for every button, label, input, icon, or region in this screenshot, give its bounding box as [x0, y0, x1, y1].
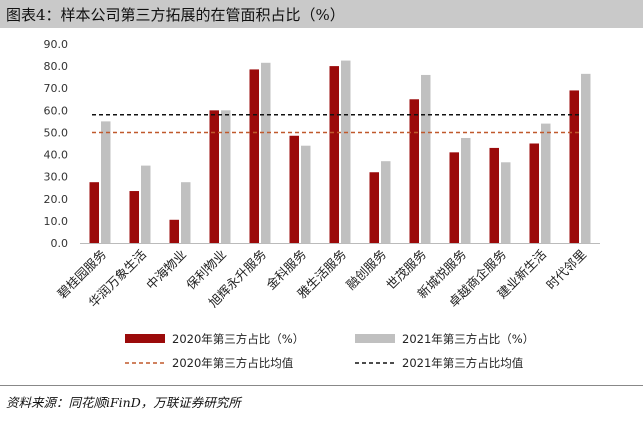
bar-2021	[101, 121, 111, 243]
x-tick-label: 融创服务	[343, 247, 389, 293]
x-tick-label: 中海物业	[143, 247, 189, 293]
legend-label: 2021年第三方占比（%）	[402, 332, 534, 346]
y-tick-label: 90.0	[44, 38, 69, 51]
x-tick-label: 时代邻里	[543, 247, 589, 293]
legend-label: 2021年第三方占比均值	[402, 356, 524, 370]
bar-2020	[169, 219, 179, 243]
bar-2020	[249, 69, 259, 243]
bar-2020	[329, 66, 339, 243]
bar-2020	[209, 110, 219, 243]
y-tick-label: 30.0	[44, 171, 69, 184]
source-note: 资料来源：同花顺iFinD，万联证券研究所	[6, 395, 241, 410]
bar-2020	[449, 152, 459, 243]
y-tick-label: 70.0	[44, 82, 69, 95]
bar-2020	[569, 90, 579, 243]
bar-2021	[341, 60, 351, 244]
bar-2020	[369, 172, 379, 243]
y-tick-label: 20.0	[44, 193, 69, 206]
bar-2021	[421, 74, 431, 243]
bar-2021	[301, 145, 311, 243]
y-tick-label: 60.0	[44, 104, 69, 117]
bar-2021	[381, 161, 391, 243]
legend-label: 2020年第三方占比均值	[172, 356, 294, 370]
y-tick-label: 80.0	[44, 60, 69, 73]
bar-2020	[289, 135, 299, 243]
bar-2021	[501, 162, 511, 243]
divider	[0, 385, 643, 386]
bar-chart: 0.010.020.030.040.050.060.070.080.090.0碧…	[44, 38, 600, 370]
legend-label: 2020年第三方占比（%）	[172, 332, 304, 346]
title-bar: 图表4：样本公司第三方拓展的在管面积占比（%）	[0, 0, 643, 28]
bar-2020	[129, 191, 139, 243]
y-tick-label: 40.0	[44, 149, 69, 162]
legend-swatch-2020	[125, 334, 165, 343]
y-tick-label: 10.0	[44, 215, 69, 228]
bar-2021	[221, 110, 231, 243]
bar-2021	[141, 165, 151, 243]
bar-2021	[461, 137, 471, 243]
bar-2020	[409, 99, 419, 244]
bar-2020	[529, 143, 539, 243]
bar-2021	[541, 123, 551, 243]
bar-2021	[181, 182, 191, 243]
y-tick-label: 50.0	[44, 126, 69, 139]
legend-swatch-2021	[355, 334, 395, 343]
bar-2021	[581, 73, 591, 243]
figure-title: 图表4：样本公司第三方拓展的在管面积占比（%）	[6, 6, 345, 24]
bar-2021	[261, 62, 271, 243]
bar-2020	[489, 147, 499, 243]
y-tick-label: 0.0	[51, 237, 69, 250]
bar-2020	[89, 182, 99, 243]
